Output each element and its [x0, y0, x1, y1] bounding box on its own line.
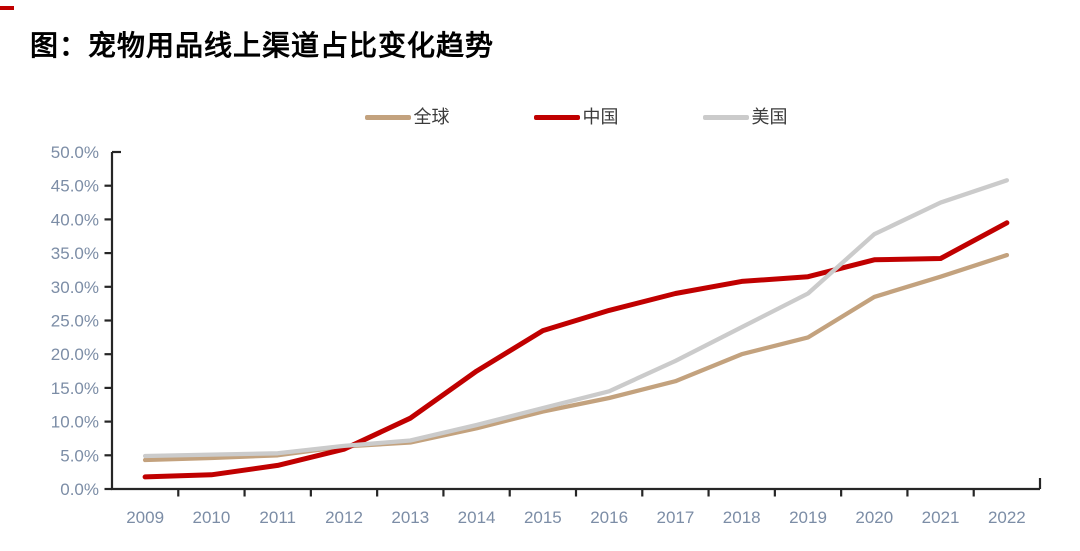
legend-swatch-usa: [702, 114, 749, 120]
y-tick-label: 40.0%: [51, 210, 99, 229]
y-tick-label: 35.0%: [51, 244, 99, 263]
x-tick-label: 2016: [590, 508, 628, 527]
y-tick-label: 25.0%: [51, 312, 99, 331]
x-tick-label: 2011: [259, 508, 296, 527]
y-tick-label: 45.0%: [51, 177, 99, 196]
legend-swatch-global: [364, 114, 411, 120]
x-tick-label: 2009: [126, 508, 164, 527]
x-tick-label: 2010: [193, 508, 231, 527]
x-tick-label: 2021: [922, 508, 960, 527]
y-tick-label: 20.0%: [51, 345, 99, 364]
series-line-美国: [142, 178, 1010, 459]
y-tick-label: 0.0%: [60, 480, 99, 499]
decorative-red-dash: [0, 6, 14, 10]
series-line-中国: [142, 220, 1010, 480]
legend-item-global: 全球: [364, 107, 450, 127]
chart-legend: 全球 中国 美国: [112, 103, 1040, 131]
legend-item-china: 中国: [533, 107, 619, 127]
x-tick-label: 2019: [789, 508, 827, 527]
x-tick-label: 2018: [723, 508, 761, 527]
y-tick-label: 5.0%: [60, 446, 99, 465]
legend-swatch-china: [533, 114, 580, 120]
legend-label-global: 全球: [413, 107, 450, 127]
chart-title: 图：宠物用品线上渠道占比变化趋势: [30, 31, 495, 62]
y-tick-label: 10.0%: [51, 413, 99, 432]
x-tick-label: 2012: [325, 508, 363, 527]
legend-label-china: 中国: [582, 107, 619, 127]
legend-label-usa: 美国: [751, 107, 788, 127]
x-tick-label: 2022: [988, 508, 1026, 527]
x-tick-label: 2015: [524, 508, 562, 527]
series-line-全球: [142, 252, 1010, 463]
y-tick-label: 30.0%: [51, 278, 99, 297]
x-tick-label: 2014: [458, 508, 496, 527]
x-tick-label: 2013: [391, 508, 429, 527]
x-tick-label: 2017: [657, 508, 695, 527]
x-tick-label: 2020: [855, 508, 893, 527]
legend-item-usa: 美国: [702, 107, 788, 127]
y-tick-label: 50.0%: [51, 143, 99, 162]
y-tick-label: 15.0%: [51, 379, 99, 398]
